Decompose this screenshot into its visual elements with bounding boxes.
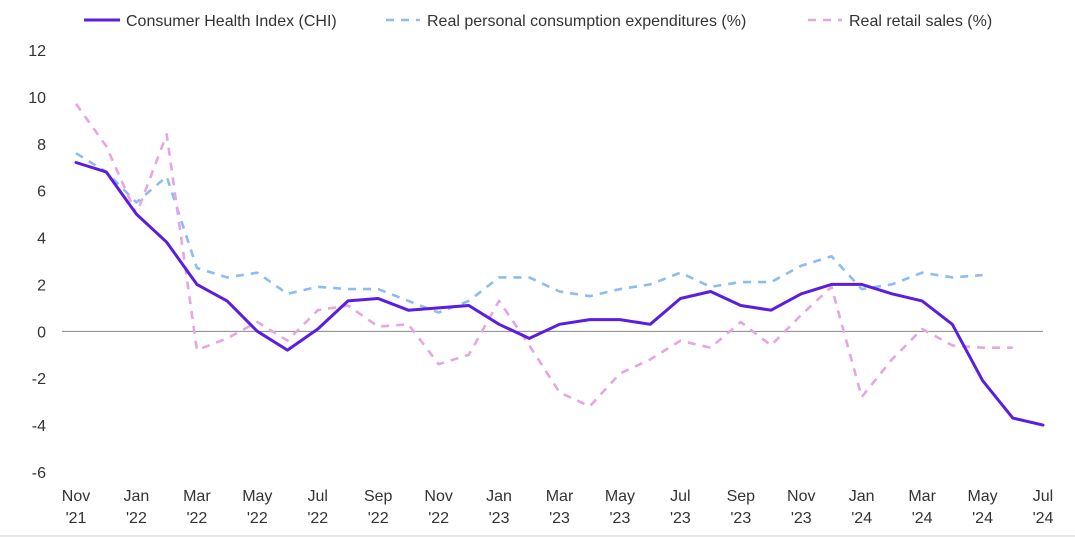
y-tick-label: -4 bbox=[32, 418, 46, 435]
x-tick-month: Sep bbox=[727, 488, 756, 505]
x-tick-year: '22 bbox=[186, 510, 207, 527]
x-tick-label: Sep '23 bbox=[727, 488, 756, 527]
x-tick-month: Jan bbox=[849, 488, 875, 505]
x-tick-label: Sep '22 bbox=[364, 488, 393, 527]
legend: Consumer Health Index (CHI) Real personal… bbox=[84, 13, 992, 30]
legend-item: Real personal consumption expenditures (… bbox=[386, 13, 746, 30]
x-tick-label: Nov '21 bbox=[62, 488, 90, 527]
x-tick-label: Mar '22 bbox=[183, 488, 211, 527]
x-tick-year: '23 bbox=[670, 510, 691, 527]
x-tick-month: Jul bbox=[670, 488, 690, 505]
x-tick-month: Jan bbox=[486, 488, 512, 505]
x-tick-year: '24 bbox=[972, 510, 993, 527]
x-tick-year: '24 bbox=[1033, 510, 1054, 527]
y-tick-label: 10 bbox=[28, 90, 46, 107]
x-tick-label: Jul '24 bbox=[1033, 488, 1054, 527]
y-tick-label: 0 bbox=[37, 324, 46, 341]
x-tick-year: '22 bbox=[368, 510, 389, 527]
x-axis-tick-labels: Nov '21 Jan '22 Mar '22 May '22 Jul '22 Sep '22 Nov '… bbox=[62, 488, 1054, 527]
x-tick-month: Jul bbox=[1033, 488, 1053, 505]
x-tick-month: Mar bbox=[908, 488, 936, 505]
series-line-0 bbox=[74, 161, 1045, 427]
legend-label: Real retail sales (%) bbox=[849, 13, 992, 30]
x-tick-month: Nov bbox=[62, 488, 90, 505]
y-axis-tick-labels: 12 10 8 6 4 2 0 -2 -4 -6 bbox=[28, 43, 46, 482]
legend-item: Consumer Health Index (CHI) bbox=[84, 13, 337, 30]
x-tick-year: '22 bbox=[247, 510, 268, 527]
x-tick-year: '23 bbox=[549, 510, 570, 527]
x-tick-year: '23 bbox=[610, 510, 631, 527]
x-tick-month: Jan bbox=[124, 488, 150, 505]
x-tick-month: Mar bbox=[546, 488, 574, 505]
x-tick-month: Sep bbox=[364, 488, 393, 505]
series-line-1 bbox=[75, 152, 983, 314]
x-tick-label: Mar '23 bbox=[546, 488, 574, 527]
x-tick-month: Jul bbox=[308, 488, 328, 505]
x-tick-year: '22 bbox=[428, 510, 449, 527]
legend-label: Consumer Health Index (CHI) bbox=[126, 13, 337, 30]
x-tick-month: May bbox=[242, 488, 272, 505]
x-tick-year: '23 bbox=[791, 510, 812, 527]
x-tick-year: '21 bbox=[66, 510, 87, 527]
x-tick-label: Mar '24 bbox=[908, 488, 936, 527]
legend-label: Real personal consumption expenditures (… bbox=[427, 13, 746, 30]
y-tick-label: 2 bbox=[37, 277, 46, 294]
x-tick-label: Nov '22 bbox=[424, 488, 452, 527]
legend-item: Real retail sales (%) bbox=[808, 13, 992, 30]
x-tick-year: '24 bbox=[912, 510, 933, 527]
x-tick-year: '22 bbox=[126, 510, 147, 527]
y-tick-label: 12 bbox=[28, 43, 46, 60]
x-tick-year: '23 bbox=[730, 510, 751, 527]
x-tick-label: Nov '23 bbox=[787, 488, 815, 527]
x-tick-year: '23 bbox=[489, 510, 510, 527]
x-tick-year: '24 bbox=[851, 510, 872, 527]
x-tick-year: '22 bbox=[307, 510, 328, 527]
x-tick-month: Nov bbox=[424, 488, 452, 505]
x-tick-label: Jan '22 bbox=[124, 488, 150, 527]
x-tick-label: May '22 bbox=[242, 488, 272, 527]
x-tick-label: Jan '24 bbox=[849, 488, 875, 527]
y-tick-label: -2 bbox=[32, 371, 46, 388]
y-tick-label: 4 bbox=[37, 231, 46, 248]
x-tick-label: Jul '22 bbox=[307, 488, 328, 527]
x-tick-month: Nov bbox=[787, 488, 815, 505]
series-lines bbox=[74, 103, 1045, 427]
x-tick-label: Jul '23 bbox=[670, 488, 691, 527]
x-tick-month: Mar bbox=[183, 488, 211, 505]
x-tick-label: May '24 bbox=[967, 488, 997, 527]
x-tick-label: Jan '23 bbox=[486, 488, 512, 527]
y-tick-label: -6 bbox=[32, 465, 46, 482]
x-tick-label: May '23 bbox=[605, 488, 635, 527]
y-tick-label: 6 bbox=[37, 184, 46, 201]
y-tick-label: 8 bbox=[37, 137, 46, 154]
x-tick-month: May bbox=[605, 488, 635, 505]
series-line-2 bbox=[74, 103, 1013, 408]
x-tick-month: May bbox=[967, 488, 997, 505]
